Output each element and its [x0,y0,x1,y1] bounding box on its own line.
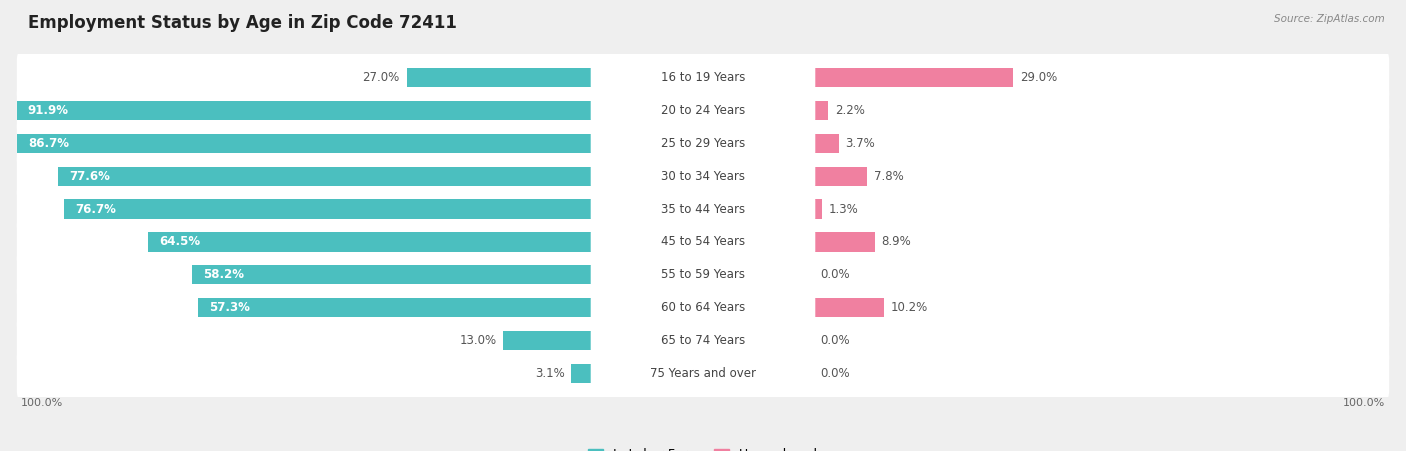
Text: 0.0%: 0.0% [820,268,849,281]
Text: 8.9%: 8.9% [882,235,911,249]
Text: 55 to 59 Years: 55 to 59 Years [661,268,745,281]
FancyBboxPatch shape [591,327,815,354]
Text: Employment Status by Age in Zip Code 72411: Employment Status by Age in Zip Code 724… [28,14,457,32]
Text: 64.5%: 64.5% [159,235,201,249]
Bar [17,133,593,152]
FancyBboxPatch shape [591,261,815,289]
FancyBboxPatch shape [591,97,815,124]
Text: 0.0%: 0.0% [820,367,849,380]
Bar [406,68,593,87]
FancyBboxPatch shape [17,117,1389,169]
FancyBboxPatch shape [591,360,815,387]
FancyBboxPatch shape [591,64,815,91]
Text: 0.0%: 0.0% [820,334,849,347]
Text: 13.0%: 13.0% [460,334,496,347]
Bar [65,199,593,219]
Bar [503,331,593,350]
Text: 27.0%: 27.0% [363,71,399,84]
Bar [58,166,593,186]
Bar [571,364,593,383]
Bar [149,232,593,252]
Bar [813,299,883,318]
Bar [813,199,823,219]
FancyBboxPatch shape [591,129,815,157]
Text: 7.8%: 7.8% [875,170,904,183]
Bar [813,68,1012,87]
Text: 20 to 24 Years: 20 to 24 Years [661,104,745,117]
Bar [813,133,839,152]
FancyBboxPatch shape [17,150,1389,202]
FancyBboxPatch shape [17,216,1389,268]
Legend: In Labor Force, Unemployed: In Labor Force, Unemployed [583,443,823,451]
Bar [813,232,875,252]
Text: 10.2%: 10.2% [890,301,928,314]
Bar [813,166,868,186]
Text: 86.7%: 86.7% [28,137,69,150]
Text: 75 Years and over: 75 Years and over [650,367,756,380]
FancyBboxPatch shape [591,162,815,190]
Text: 60 to 64 Years: 60 to 64 Years [661,301,745,314]
FancyBboxPatch shape [17,348,1389,400]
Bar [191,265,593,285]
Text: 30 to 34 Years: 30 to 34 Years [661,170,745,183]
Text: 58.2%: 58.2% [202,268,243,281]
FancyBboxPatch shape [17,183,1389,235]
FancyBboxPatch shape [17,282,1389,334]
FancyBboxPatch shape [17,51,1389,103]
FancyBboxPatch shape [591,294,815,322]
FancyBboxPatch shape [17,249,1389,301]
Bar [813,101,828,120]
Text: 45 to 54 Years: 45 to 54 Years [661,235,745,249]
Bar [198,299,593,318]
FancyBboxPatch shape [17,84,1389,136]
FancyBboxPatch shape [17,315,1389,367]
Text: Source: ZipAtlas.com: Source: ZipAtlas.com [1274,14,1385,23]
Text: 1.3%: 1.3% [830,202,859,216]
Text: 16 to 19 Years: 16 to 19 Years [661,71,745,84]
Text: 76.7%: 76.7% [76,202,117,216]
Text: 2.2%: 2.2% [835,104,865,117]
Text: 25 to 29 Years: 25 to 29 Years [661,137,745,150]
Bar [17,101,593,120]
Text: 57.3%: 57.3% [209,301,250,314]
Text: 77.6%: 77.6% [69,170,110,183]
Text: 29.0%: 29.0% [1019,71,1057,84]
Text: 3.7%: 3.7% [845,137,876,150]
Text: 65 to 74 Years: 65 to 74 Years [661,334,745,347]
FancyBboxPatch shape [591,195,815,223]
Text: 3.1%: 3.1% [534,367,565,380]
Text: 100.0%: 100.0% [21,397,63,408]
Text: 35 to 44 Years: 35 to 44 Years [661,202,745,216]
Text: 91.9%: 91.9% [28,104,69,117]
Text: 100.0%: 100.0% [1343,397,1385,408]
FancyBboxPatch shape [591,228,815,256]
